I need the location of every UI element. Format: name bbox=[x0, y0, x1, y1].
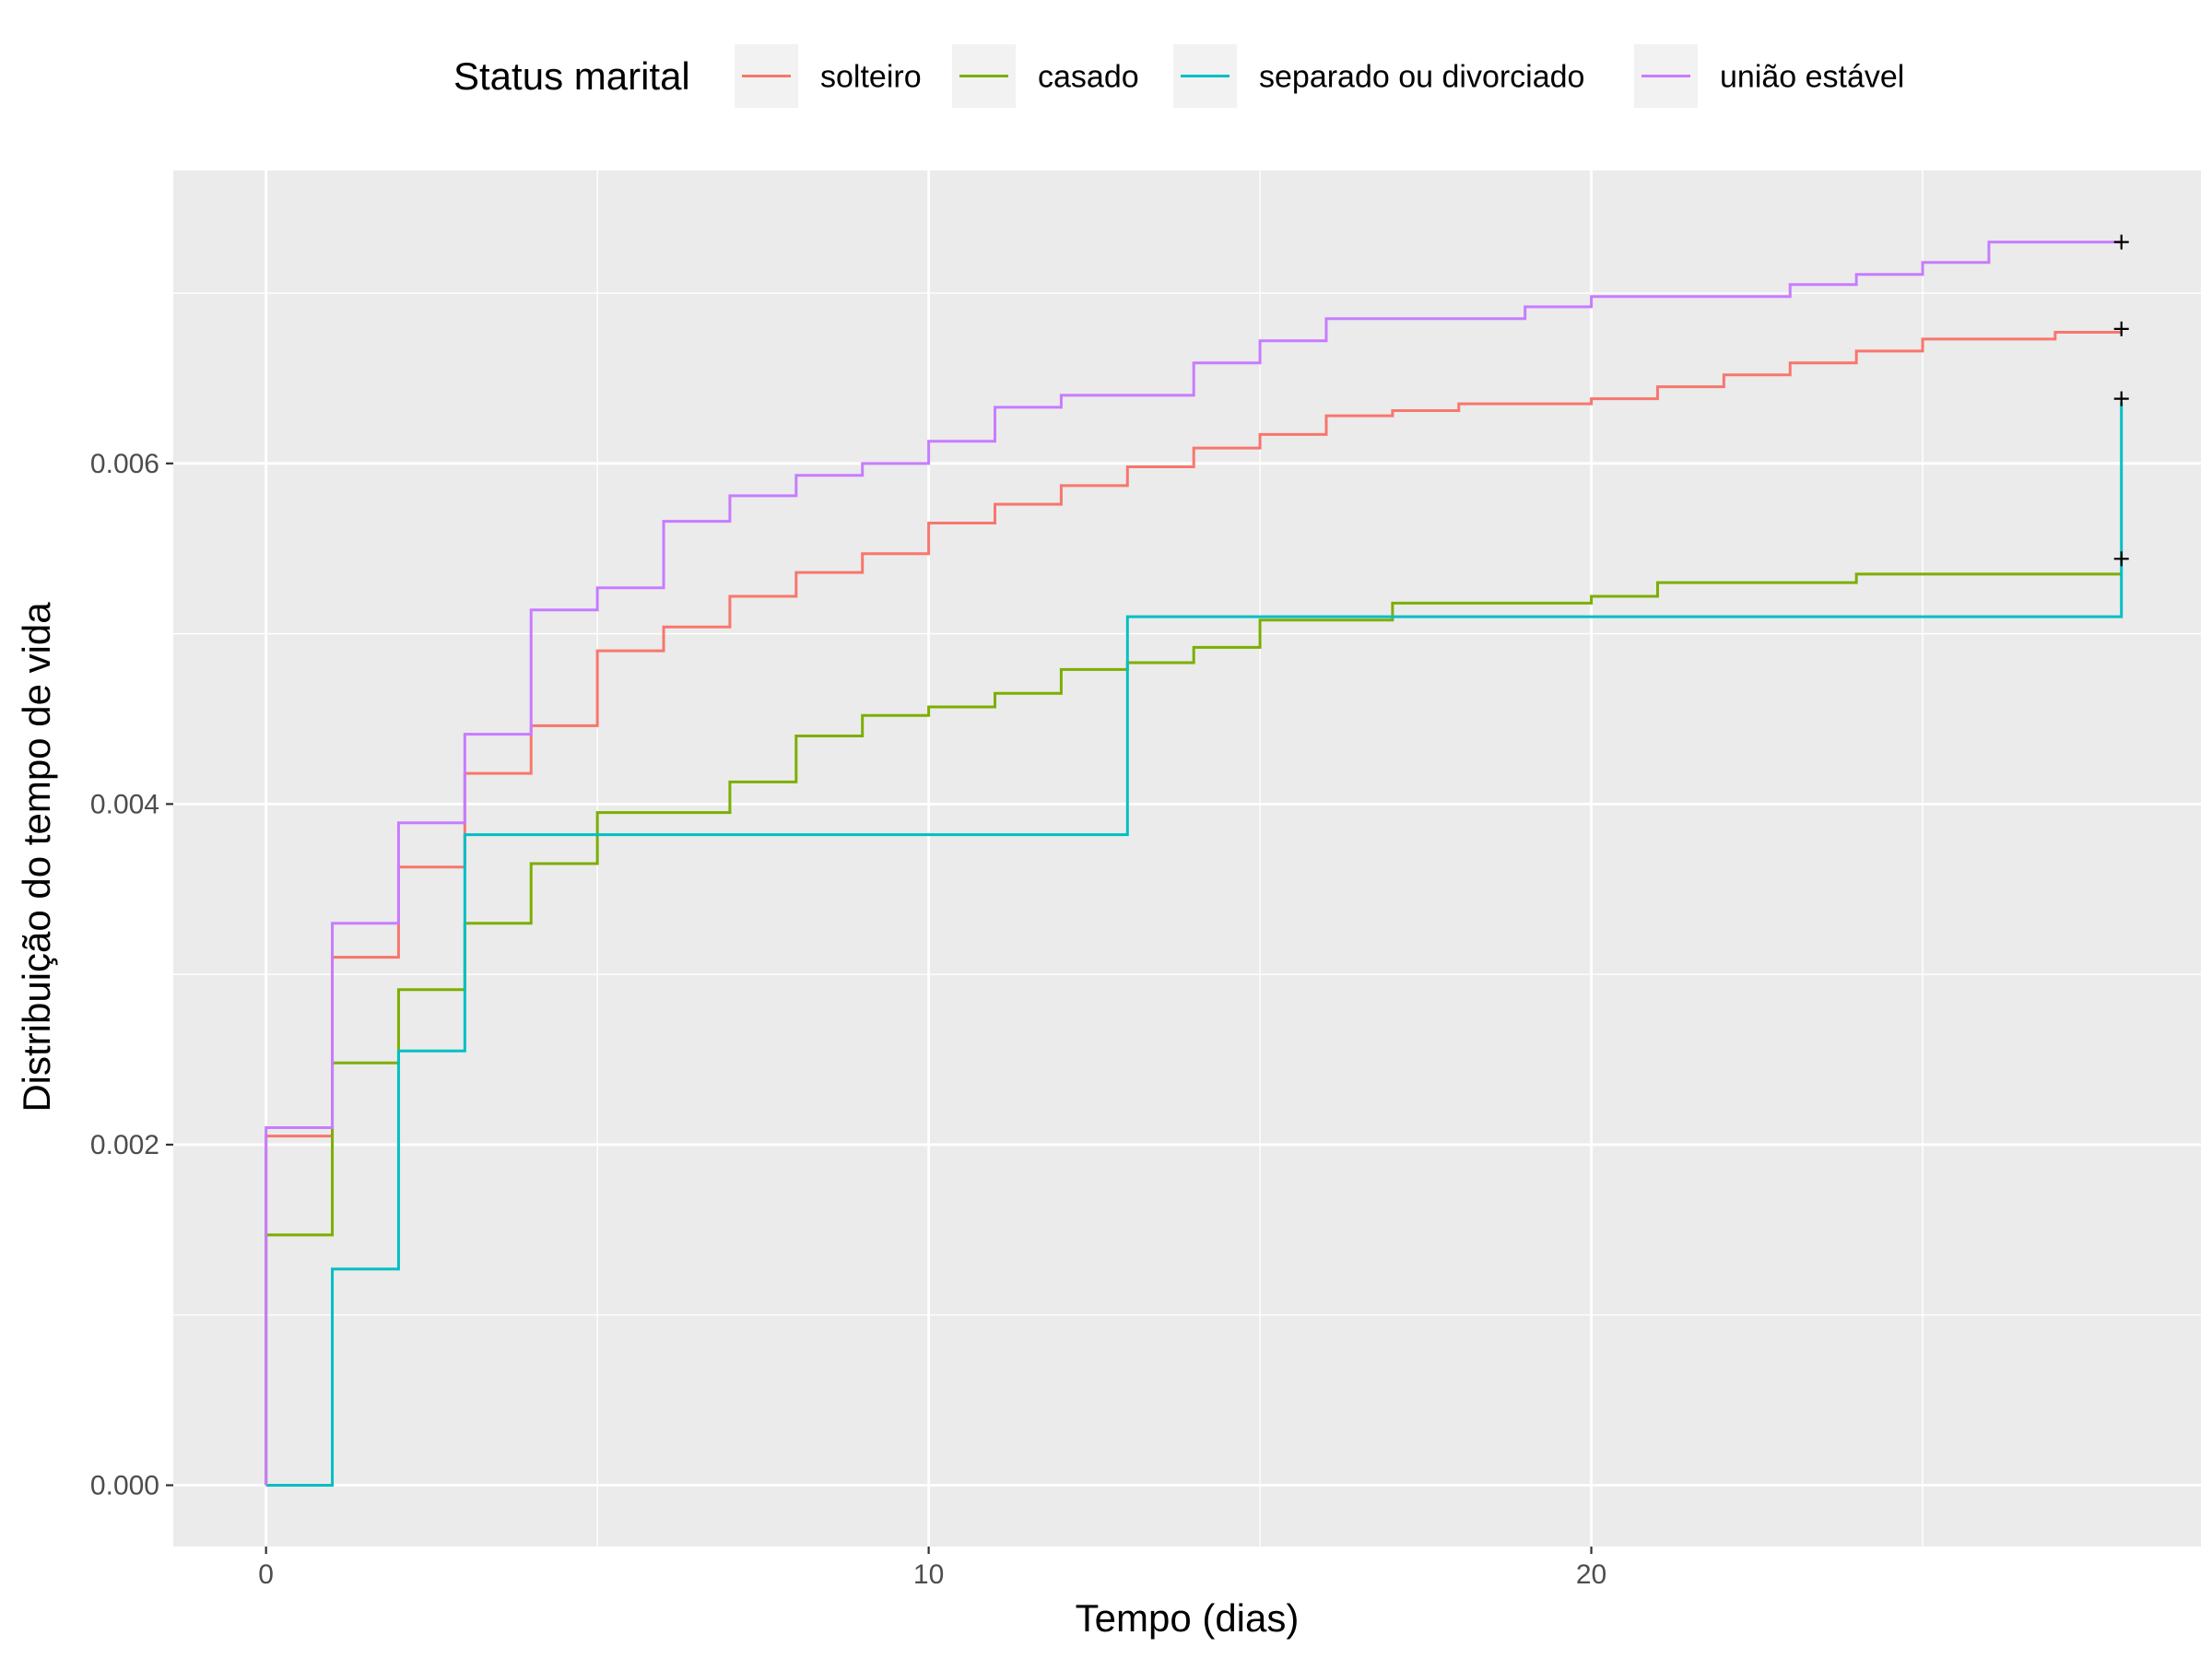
legend-item-0: solteiro bbox=[735, 44, 922, 108]
x-axis-title: Tempo (dias) bbox=[1076, 1596, 1300, 1640]
legend-item-1: casado bbox=[952, 44, 1139, 108]
y-axis: 0.000 0.002 0.004 0.006 bbox=[90, 449, 173, 1500]
legend-label-2: separado ou divorciado bbox=[1259, 60, 1584, 95]
x-axis: 0 10 20 bbox=[258, 1547, 1606, 1590]
legend: Status marital solteiro casado separado ou… bbox=[453, 44, 1904, 108]
plot-panel bbox=[173, 171, 2201, 1547]
series-layer bbox=[265, 241, 2124, 1487]
y-tick-label: 0.000 bbox=[90, 1470, 159, 1500]
legend-label-1: casado bbox=[1038, 60, 1139, 95]
series-line-2 bbox=[265, 402, 2124, 1487]
y-axis-title: Distribuição do tempo de vida bbox=[15, 602, 58, 1112]
legend-label-0: solteiro bbox=[820, 60, 922, 95]
series-line-0 bbox=[265, 331, 2122, 1486]
series-line-3 bbox=[265, 241, 2122, 1486]
legend-item-2: separado ou divorciado bbox=[1173, 44, 1584, 108]
x-tick-label: 10 bbox=[913, 1559, 944, 1590]
y-tick-label: 0.006 bbox=[90, 449, 159, 479]
censor-mark-2 bbox=[2113, 391, 2129, 406]
legend-item-3: união estável bbox=[1634, 44, 1904, 108]
grid-major bbox=[173, 171, 2201, 1547]
x-tick-label: 0 bbox=[258, 1559, 274, 1590]
legend-items: solteiro casado separado ou divorciado uniã… bbox=[735, 44, 1904, 108]
censor-mark-1 bbox=[2113, 551, 2129, 567]
x-tick-label: 20 bbox=[1576, 1559, 1606, 1590]
y-tick-label: 0.004 bbox=[90, 789, 159, 819]
grid-minor bbox=[173, 171, 2201, 1547]
censor-mark-3 bbox=[2113, 234, 2129, 250]
censor-mark-0 bbox=[2113, 321, 2129, 336]
y-tick-label: 0.002 bbox=[90, 1130, 159, 1160]
legend-label-3: união estável bbox=[1720, 60, 1904, 95]
legend-title: Status marital bbox=[453, 54, 690, 98]
censor-layer bbox=[2113, 234, 2129, 567]
